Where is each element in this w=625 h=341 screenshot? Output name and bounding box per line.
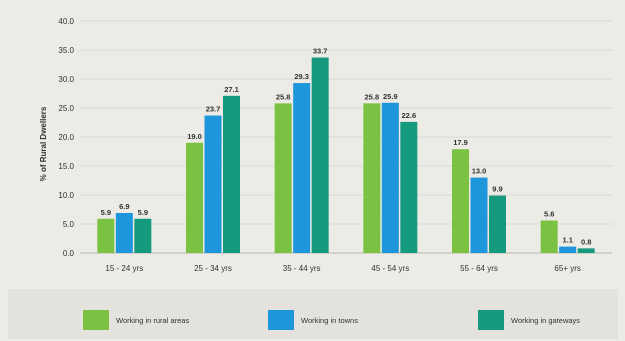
data-label: 25.8 xyxy=(276,92,291,101)
data-label: 9.9 xyxy=(492,185,502,194)
data-label: 1.1 xyxy=(562,236,572,245)
y-axis-title: % of Rural Dwellers xyxy=(39,106,48,181)
bar xyxy=(577,248,595,253)
category-labels: 15 - 24 yrs 25 - 34 yrs 35 - 44 yrs 45 - 54… xyxy=(105,264,580,273)
bar xyxy=(540,220,558,253)
data-labels: 5.96.95.919.023.727.125.829.333.725.8 25.… xyxy=(101,47,592,247)
bar xyxy=(134,218,152,253)
bar xyxy=(204,115,222,253)
y-tick-label: 35.0 xyxy=(58,46,74,55)
data-label: 17.9 xyxy=(453,138,468,147)
data-label: 5.9 xyxy=(138,208,148,217)
y-axis-ticks: 0.0 5.0 10.0 15.0 20.0 25.0 30.0 35.0 40.0 xyxy=(58,17,74,258)
bars xyxy=(97,57,595,253)
bar xyxy=(363,103,381,253)
data-label: 23.7 xyxy=(206,105,221,114)
data-label: 6.9 xyxy=(119,202,129,211)
legend-background xyxy=(8,289,618,339)
data-label: 29.3 xyxy=(294,72,309,81)
legend-swatch xyxy=(268,310,294,330)
data-label: 33.7 xyxy=(313,47,328,56)
data-label: 25.8 xyxy=(365,92,380,101)
data-label: 5.9 xyxy=(101,208,111,217)
data-label: 5.6 xyxy=(544,210,554,219)
y-tick-label: 20.0 xyxy=(58,133,74,142)
data-label: 13.0 xyxy=(472,167,487,176)
bar xyxy=(559,246,577,253)
y-tick-label: 5.0 xyxy=(63,220,75,229)
bar xyxy=(274,103,292,253)
bar xyxy=(115,212,133,253)
bar xyxy=(186,142,203,253)
y-tick-label: 0.0 xyxy=(63,249,75,258)
data-label: 25.9 xyxy=(383,92,398,101)
x-tick-label: 45 - 54 yrs xyxy=(371,264,409,273)
bar xyxy=(293,83,311,253)
data-label: 22.6 xyxy=(402,111,417,120)
legend-swatch xyxy=(478,310,504,330)
x-tick-label: 65+ yrs xyxy=(554,264,580,273)
x-tick-label: 35 - 44 yrs xyxy=(283,264,321,273)
bar xyxy=(223,95,240,253)
y-tick-label: 40.0 xyxy=(58,17,74,26)
y-tick-label: 15.0 xyxy=(58,162,74,171)
bar xyxy=(452,149,469,253)
legend-label: Working in gateways xyxy=(511,316,580,325)
bar xyxy=(470,177,488,253)
gridlines xyxy=(80,20,612,254)
legend-label: Working in towns xyxy=(301,316,358,325)
y-tick-label: 10.0 xyxy=(58,191,74,200)
x-tick-label: 15 - 24 yrs xyxy=(105,264,143,273)
bar xyxy=(97,218,115,253)
bar xyxy=(311,57,329,253)
y-tick-label: 25.0 xyxy=(58,104,74,113)
x-tick-label: 55 - 64 yrs xyxy=(460,264,498,273)
bar xyxy=(381,102,399,253)
legend-label: Working in rural areas xyxy=(116,316,189,325)
y-tick-label: 30.0 xyxy=(58,75,74,84)
data-label: 0.8 xyxy=(581,237,591,246)
bar xyxy=(400,121,418,253)
x-tick-label: 25 - 34 yrs xyxy=(194,264,232,273)
data-label: 19.0 xyxy=(187,132,202,141)
data-label: 27.1 xyxy=(224,85,239,94)
bar xyxy=(489,195,506,253)
legend-swatch xyxy=(83,310,109,330)
legend: Working in rural areas Working in towns Wo… xyxy=(83,310,580,330)
